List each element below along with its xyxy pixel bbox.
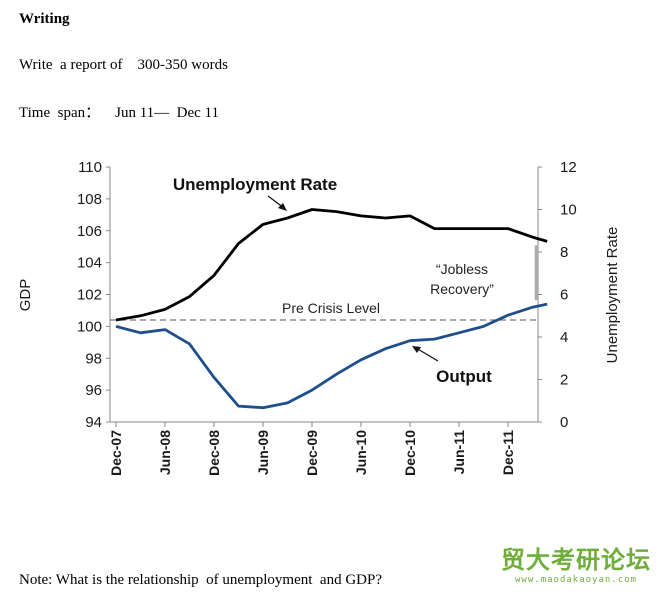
x-tick-label: Dec-08	[206, 430, 222, 476]
output-arrowhead	[412, 346, 421, 353]
right-tick-labels: 0 2 4 6 8 10 12	[560, 159, 577, 431]
x-tick-label: Dec-09	[304, 430, 320, 476]
jobless-recovery-annotation-line2: Recovery”	[430, 281, 494, 297]
left-tick-label: 100	[77, 318, 102, 335]
watermark-url: www.maodakaoyan.com	[515, 575, 637, 585]
unemployment-rate-line	[115, 208, 548, 322]
x-tick-label: Jun-08	[157, 430, 173, 475]
x-tick-label: Dec-11	[500, 430, 516, 475]
heading: Writing	[19, 11, 70, 27]
left-axis-title: GDP	[17, 279, 34, 312]
output-label: Output	[436, 367, 492, 386]
left-tick-label: 94	[85, 414, 102, 431]
watermark-logo: 贸大考研论坛 www.maodakaoyan.com	[496, 540, 656, 585]
x-tick-label: Jun-09	[255, 430, 271, 475]
x-tick-label: Dec-10	[402, 430, 418, 476]
right-tick-label: 2	[560, 372, 568, 389]
left-tick-label: 96	[85, 382, 102, 399]
output-line	[115, 302, 548, 410]
left-tick-label: 98	[85, 350, 102, 367]
right-axis-title: Unemployment Rate	[604, 227, 621, 364]
x-tick-label: Jun-11	[451, 430, 467, 475]
left-tick-labels: 94 96 98 100 102 104 106 108 110	[77, 159, 102, 431]
right-tick-label: 6	[560, 287, 568, 304]
x-tick-labels: Dec-07 Jun-08 Dec-08 Jun-09 Dec-09 Jun-10 Dec-…	[108, 430, 516, 476]
right-tick-label: 4	[560, 329, 568, 346]
left-tick-label: 108	[77, 191, 102, 208]
timespan-text: Time span： Jun 11— Dec 11	[19, 105, 219, 121]
x-tick-label: Jun-10	[353, 430, 369, 475]
left-tick-label: 102	[77, 287, 102, 304]
left-tick-label: 104	[77, 255, 102, 272]
jobless-recovery-annotation-line1: “Jobless	[436, 261, 488, 277]
line-chart: 94 96 98 100 102 104 106 108 110 0 2 4 6 8 10 12 Dec-0…	[17, 159, 621, 476]
right-tick-label: 12	[560, 159, 577, 176]
right-tick-label: 10	[560, 202, 577, 219]
watermark-text: 贸大考研论坛	[501, 546, 651, 574]
x-tick-label: Dec-07	[108, 430, 124, 476]
pre-crisis-label: Pre Crisis Level	[282, 300, 380, 316]
output-arrow	[415, 347, 439, 362]
unemployment-rate-label: Unemployment Rate	[173, 175, 337, 194]
unemployment-arrowhead	[278, 203, 287, 211]
instruction-text: Write a report of 300-350 words	[19, 57, 228, 73]
left-tick-label: 110	[78, 159, 102, 176]
note-text: Note: What is the relationship of unempl…	[19, 572, 382, 588]
tick-marks	[106, 166, 542, 427]
right-tick-label: 8	[560, 244, 568, 261]
right-tick-label: 0	[560, 414, 568, 431]
left-tick-label: 106	[77, 223, 102, 240]
